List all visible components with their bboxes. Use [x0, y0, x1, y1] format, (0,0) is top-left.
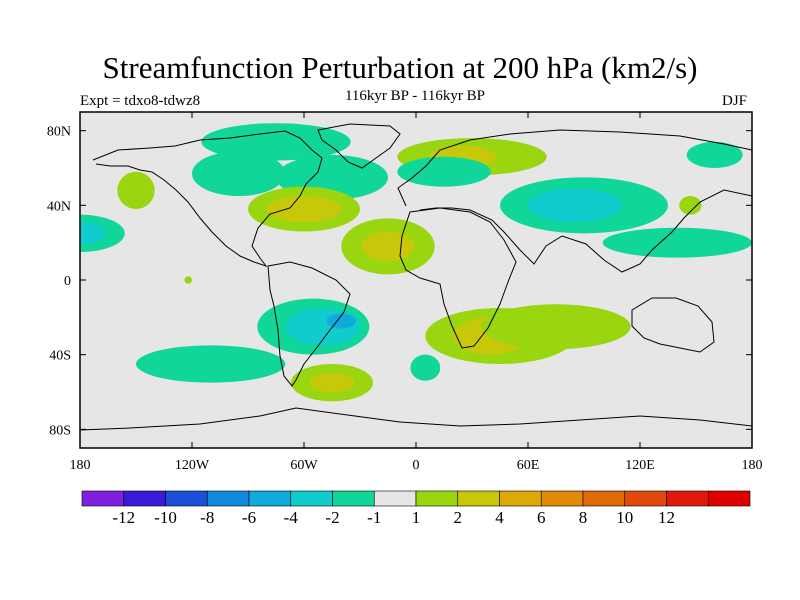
colorbar-label: -4 [284, 508, 299, 527]
y-tick-label: 40S [49, 349, 71, 364]
axis-ticks: 180 120W 60W 0 60E 120E 180 80N 40N 0 40S 80S [47, 112, 763, 473]
contour-region-europe-negative [397, 156, 491, 187]
y-tick-label: 0 [64, 274, 71, 289]
contour-region-pacific-dot-positive [184, 276, 192, 284]
colorbar-label: 2 [454, 508, 463, 527]
colorbar-label: -1 [367, 508, 381, 527]
colorbar-swatch [540, 490, 584, 507]
coastline-south-america [267, 261, 351, 387]
colorbar-swatch [582, 490, 626, 507]
colorbar-swatch [81, 490, 125, 507]
colorbar-swatch [707, 490, 751, 507]
coastline-europe-asia [397, 129, 752, 273]
x-tick-label: 180 [70, 458, 91, 473]
y-tick-label: 80S [49, 423, 71, 438]
y-tick-label: 80N [47, 125, 71, 140]
contour-region-s-pacific-negative [136, 345, 286, 383]
colorbar-swatch [499, 490, 542, 507]
colorbar-swatch [624, 490, 667, 507]
colorbar-swatch [332, 490, 375, 507]
contour-region-trop-atlantic-positive-2 [361, 231, 415, 262]
contour-region-s-atlantic-positive-2 [309, 373, 355, 392]
colorbar-label: 8 [579, 508, 588, 527]
y-tick-label: 40N [47, 199, 71, 214]
contour-region-indian-positive [481, 304, 631, 350]
colorbar-label: -6 [242, 508, 256, 527]
colorbar-label: 1 [412, 508, 421, 527]
colorbar-swatch [373, 490, 417, 507]
colorbar-swatch [457, 490, 500, 507]
colorbar-swatch [290, 490, 333, 507]
contour-fills [80, 123, 752, 402]
x-tick-label: 120E [625, 458, 655, 473]
x-tick-label: 60E [517, 458, 540, 473]
contour-region-hudson-negative [192, 151, 286, 197]
colorbar-label: 10 [616, 508, 633, 527]
colorbar-label: -2 [325, 508, 339, 527]
coastline-antarctica [80, 407, 752, 431]
x-tick-label: 60W [290, 458, 318, 473]
colorbar-label: 6 [537, 508, 546, 527]
contour-region-asia-negative-tail [602, 227, 752, 258]
coastline-africa [399, 207, 517, 349]
contour-region-japan-positive [679, 196, 702, 215]
colorbar-swatch [415, 490, 459, 507]
x-tick-label: 0 [413, 458, 420, 473]
contour-region-alaska-positive [117, 171, 155, 210]
colorbar-label: -8 [200, 508, 214, 527]
contour-region-n-pacific-negative-2 [80, 222, 107, 245]
colorbar-label: 12 [658, 508, 675, 527]
contour-region-n-atlantic-positive-2 [266, 196, 342, 223]
chart-subtitle: 116kyr BP - 116kyr BP [344, 88, 485, 104]
season-label: DJF [722, 93, 748, 109]
colorbar-label: -12 [112, 508, 135, 527]
colorbar-label: 4 [495, 508, 504, 527]
x-tick-label: 120W [175, 458, 210, 473]
coastline-greenland [317, 123, 401, 169]
coastline-australia [631, 297, 715, 353]
contour-region-s-atlantic-negative [410, 354, 441, 381]
experiment-label: Expt = tdxo8-tdwz8 [80, 93, 201, 109]
contour-region-nw-pacific-negative [686, 141, 743, 168]
colorbar-swatch [123, 490, 166, 507]
coastlines [80, 123, 752, 431]
colorbar-swatch [206, 490, 250, 507]
chart-title: Streamfunction Perturbation at 200 hPa (… [102, 50, 698, 85]
colorbar-label: -10 [154, 508, 177, 527]
colorbar-swatch [248, 490, 292, 507]
colorbar: -12 -10 -8 -6 -4 -2 -1 1 2 4 6 8 10 12 [81, 490, 751, 527]
colorbar-swatch [666, 490, 709, 507]
coastline-north-america [92, 130, 323, 267]
x-tick-label: 180 [742, 458, 763, 473]
colorbar-swatch [165, 490, 208, 507]
contour-region-asia-negative-2 [528, 188, 622, 223]
